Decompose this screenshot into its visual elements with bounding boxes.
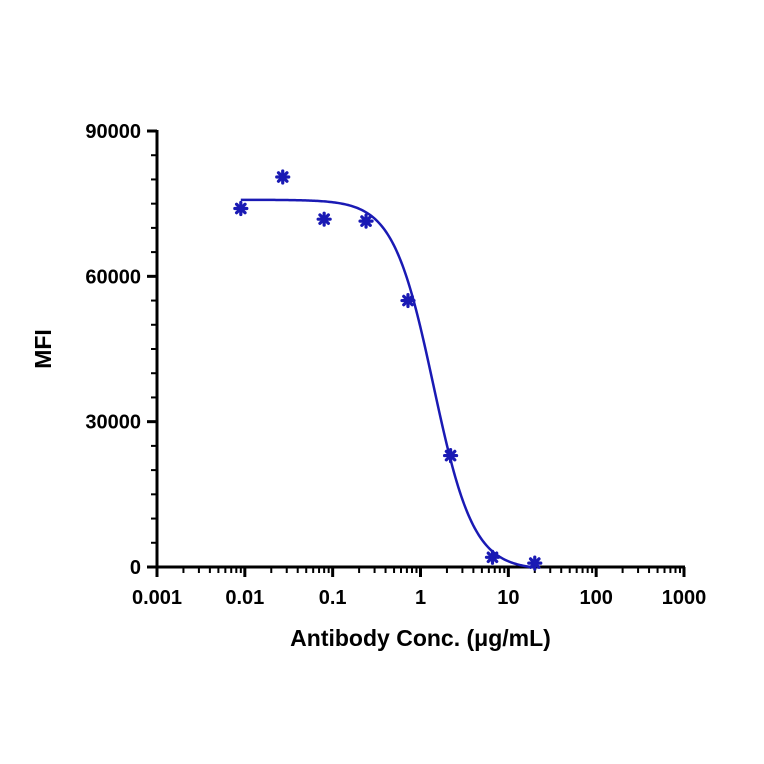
data-point — [442, 447, 459, 464]
data-point-center — [238, 205, 244, 212]
y-axis-title: MFI — [30, 329, 56, 369]
data-point-center — [405, 297, 411, 304]
x-axis-title: Antibody Conc. (μg/mL) — [290, 625, 551, 651]
data-point — [275, 169, 291, 185]
y-tick-label: 30000 — [85, 412, 141, 434]
x-tick-label: 10 — [497, 587, 519, 609]
data-point — [484, 549, 501, 565]
data-point — [233, 200, 249, 217]
data-point — [316, 211, 332, 227]
x-tick-label: 0.001 — [132, 587, 182, 609]
y-ticks: 0 30000 60000 90000 — [85, 121, 157, 579]
y-tick-label: 60000 — [85, 266, 141, 288]
x-tick-label: 100 — [579, 587, 612, 609]
x-tick-label: 1000 — [662, 587, 707, 609]
x-tick-label: 0.1 — [319, 587, 347, 609]
x-ticks: 0.001 0.01 0.1 1 10 100 1000 — [132, 567, 706, 609]
data-point-center — [532, 560, 538, 566]
y-tick-label: 0 — [130, 557, 141, 579]
data-point-center — [363, 218, 369, 224]
y-tick-label: 90000 — [85, 121, 141, 143]
data-point — [400, 292, 416, 309]
x-tick-label: 0.01 — [225, 587, 264, 609]
data-point — [358, 213, 374, 229]
fit-curve — [240, 198, 535, 569]
axes: 0.001 0.01 0.1 1 10 100 1000 0 30000 60000 90000 — [85, 121, 706, 609]
data-point-center — [321, 216, 327, 222]
x-tick-label: 1 — [415, 587, 426, 609]
data-point-center — [447, 452, 454, 459]
data-points — [233, 169, 543, 571]
data-point-center — [280, 174, 286, 180]
data-point-center — [489, 554, 496, 560]
data-point — [527, 555, 543, 571]
